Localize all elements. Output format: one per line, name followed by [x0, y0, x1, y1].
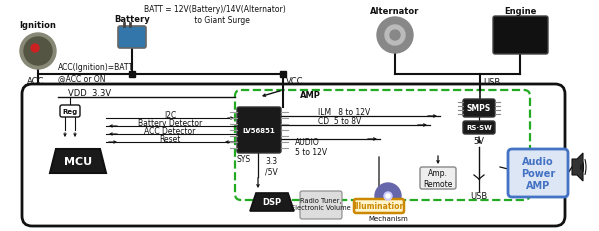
FancyBboxPatch shape — [463, 100, 495, 118]
Text: 3.3
/5V: 3.3 /5V — [265, 157, 278, 176]
Text: Battery: Battery — [114, 15, 150, 24]
Text: MCU: MCU — [64, 156, 92, 166]
Text: VCC: VCC — [286, 77, 304, 86]
Text: BATT = 12V(Battery)/14V(Alternator)
      to Giant Surge: BATT = 12V(Battery)/14V(Alternator) to G… — [144, 5, 286, 24]
Bar — [129, 72, 135, 78]
Circle shape — [385, 26, 405, 46]
Text: CD  5 to 8V: CD 5 to 8V — [318, 117, 361, 126]
Text: DSP: DSP — [262, 198, 282, 207]
Text: Reg: Reg — [62, 109, 78, 115]
Circle shape — [24, 38, 52, 66]
FancyBboxPatch shape — [493, 17, 548, 55]
Text: Battery Detector: Battery Detector — [138, 119, 202, 128]
Circle shape — [20, 34, 56, 70]
Text: I2C: I2C — [164, 111, 176, 120]
Text: AUDIO
5 to 12V: AUDIO 5 to 12V — [295, 137, 327, 157]
Text: USB: USB — [470, 192, 488, 201]
FancyBboxPatch shape — [420, 167, 456, 189]
FancyBboxPatch shape — [237, 108, 281, 153]
FancyBboxPatch shape — [118, 27, 146, 49]
Circle shape — [384, 192, 392, 200]
Polygon shape — [572, 153, 583, 181]
Text: Engine: Engine — [504, 7, 536, 16]
FancyBboxPatch shape — [463, 122, 495, 134]
Circle shape — [386, 194, 390, 198]
Text: RS·SW: RS·SW — [466, 125, 492, 131]
Text: Audio
Power
AMP: Audio Power AMP — [521, 157, 555, 190]
Text: ACC(Ignition)=BATT
@ACC or ON: ACC(Ignition)=BATT @ACC or ON — [58, 63, 134, 82]
FancyBboxPatch shape — [354, 199, 404, 213]
Text: Reset: Reset — [159, 135, 181, 144]
Text: VDD  3.3V: VDD 3.3V — [68, 89, 111, 98]
Text: AMP: AMP — [300, 91, 320, 100]
Text: Ignition: Ignition — [20, 20, 56, 29]
Text: Radio Tuner,
Electronic Volume: Radio Tuner, Electronic Volume — [291, 198, 351, 211]
Text: ACC Detector: ACC Detector — [144, 127, 196, 136]
Text: ILM   8 to 12V: ILM 8 to 12V — [318, 108, 370, 117]
Text: SYS: SYS — [237, 155, 251, 164]
Circle shape — [377, 18, 413, 54]
FancyBboxPatch shape — [508, 149, 568, 197]
FancyBboxPatch shape — [60, 106, 80, 118]
Text: CD
Mechanism: CD Mechanism — [368, 209, 408, 222]
Bar — [280, 72, 286, 78]
Text: ACC: ACC — [27, 77, 44, 86]
Text: Illumination: Illumination — [353, 202, 405, 211]
Text: USB: USB — [483, 78, 500, 87]
FancyBboxPatch shape — [22, 85, 565, 226]
Text: 5V: 5V — [473, 137, 485, 146]
Text: Amp.
Remote: Amp. Remote — [423, 169, 453, 188]
Polygon shape — [250, 193, 294, 211]
Circle shape — [31, 45, 39, 53]
Text: Alternator: Alternator — [370, 7, 420, 16]
Circle shape — [375, 183, 401, 209]
Polygon shape — [50, 149, 106, 173]
Text: LV56851: LV56851 — [243, 128, 276, 134]
Circle shape — [390, 31, 400, 41]
Text: SMPS: SMPS — [467, 104, 491, 113]
FancyBboxPatch shape — [300, 191, 342, 219]
